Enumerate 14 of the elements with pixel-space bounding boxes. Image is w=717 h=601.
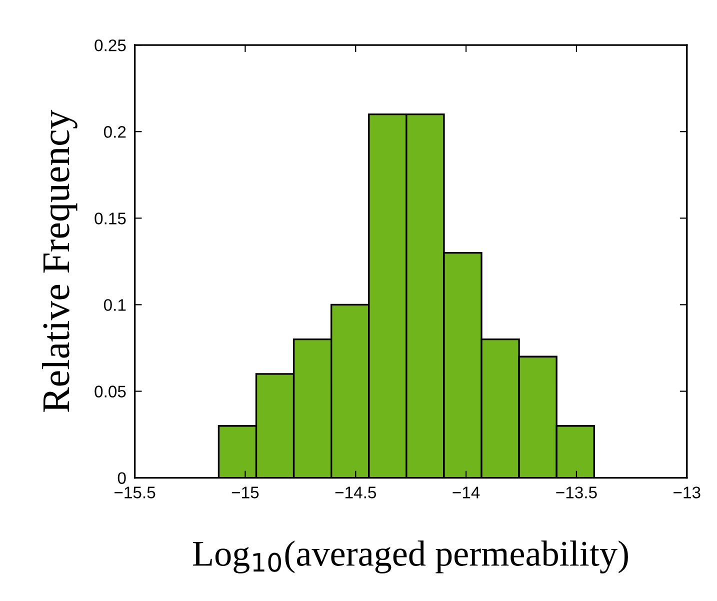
y-axis-title: Relative Frequency [42,110,78,412]
x-tick-label: −15.5 [114,486,156,498]
x-tick-label: −13.5 [556,486,597,498]
x-tick-label: −13 [674,486,700,498]
x-axis-title: Log$_{10}$(averaged permeability) [193,540,628,574]
y-tick-label: 0.05 [94,386,126,398]
y-tick-label: 0.15 [94,212,126,224]
y-tick-label: 0.2 [104,126,126,138]
x-tick-label: −14.5 [335,486,376,498]
y-tick-label: 0.25 [94,39,126,52]
y-tick-label: 0 [118,472,126,484]
y-tick-label: 0.1 [104,299,126,311]
x-tick-label: −14 [452,486,480,498]
x-tick-label: −15 [232,486,259,498]
